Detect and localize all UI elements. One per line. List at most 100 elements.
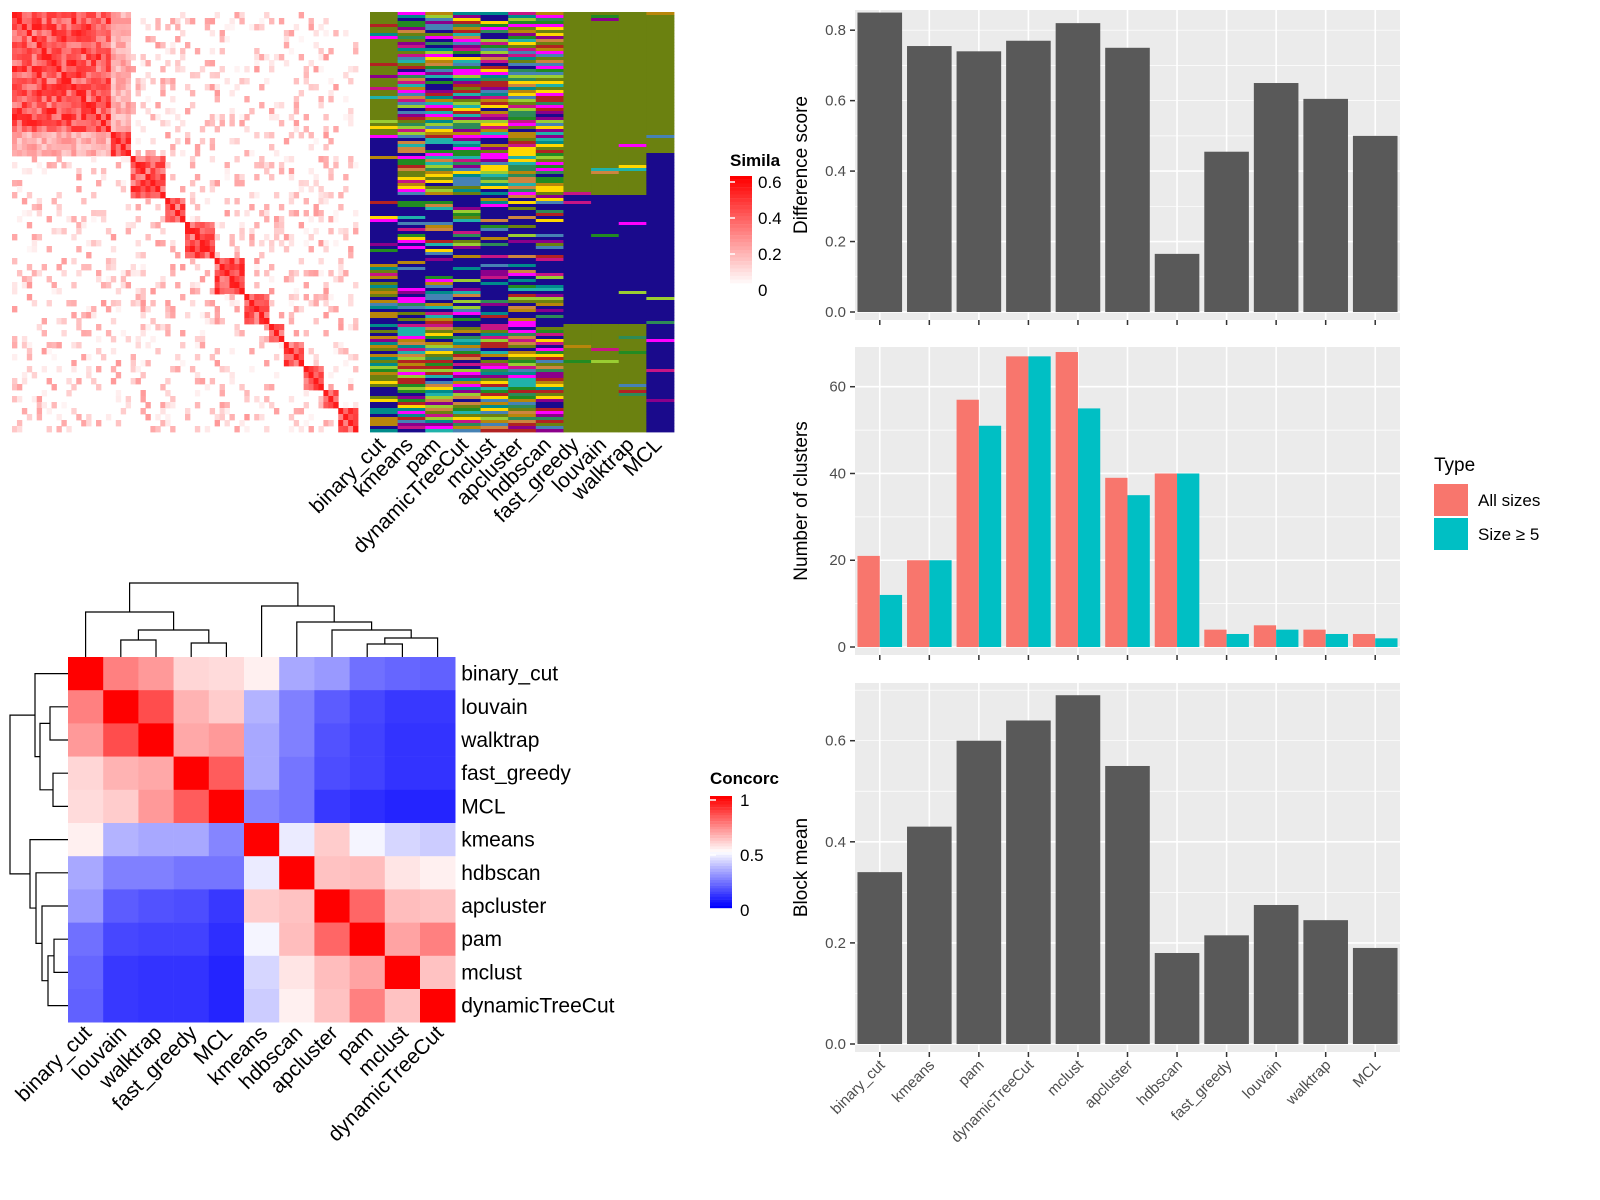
similarity-cell — [16, 420, 23, 427]
similarity-cell — [170, 312, 176, 319]
similarity-cell — [91, 192, 97, 199]
similarity-cell — [31, 144, 38, 151]
membership-cell — [508, 273, 537, 277]
similarity-cell — [219, 282, 225, 289]
membership-cell — [618, 357, 647, 361]
membership-cell — [452, 174, 481, 178]
similarity-cell — [16, 24, 23, 31]
membership-cell — [508, 297, 537, 301]
similarity-legend-swatch — [730, 209, 752, 214]
membership-cell — [646, 171, 675, 175]
similarity-cell — [76, 90, 82, 97]
membership-cell — [646, 252, 675, 256]
membership-cell — [618, 336, 647, 340]
membership-cell — [397, 168, 426, 172]
similarity-cell — [278, 120, 285, 127]
similarity-cell — [135, 192, 141, 199]
membership-cell — [591, 93, 620, 97]
membership-cell — [591, 378, 620, 382]
concordance-legend-swatch — [710, 885, 732, 889]
similarity-cell — [273, 372, 280, 379]
similarity-cell — [185, 18, 191, 25]
membership-cell — [508, 330, 537, 334]
similarity-cell — [150, 318, 156, 325]
similarity-cell — [293, 192, 300, 199]
similarity-cell — [140, 252, 146, 259]
bar-binary_cut-size-ge5 — [879, 594, 903, 647]
similarity-cell — [36, 270, 43, 277]
similarity-cell — [150, 192, 156, 199]
similarity-cell — [185, 312, 191, 319]
membership-cell — [370, 12, 399, 16]
membership-cell — [618, 168, 647, 172]
similarity-cell — [56, 96, 62, 103]
similarity-cell — [328, 402, 334, 409]
similarity-cell — [56, 102, 62, 109]
membership-cell — [425, 315, 454, 319]
similarity-cell — [46, 66, 52, 73]
similarity-cell — [91, 138, 97, 145]
similarity-cell — [115, 90, 122, 97]
similarity-cell — [81, 48, 87, 55]
membership-cell — [397, 102, 426, 106]
membership-cell — [370, 246, 399, 250]
membership-cell — [397, 243, 426, 247]
similarity-cell — [76, 48, 82, 55]
similarity-cell — [71, 60, 77, 67]
similarity-cell — [115, 180, 122, 187]
similarity-cell — [135, 168, 141, 175]
similarity-cell — [71, 18, 77, 25]
similarity-cell — [160, 408, 166, 415]
membership-cell — [425, 408, 454, 412]
membership-cell — [480, 378, 509, 382]
similarity-cell — [51, 198, 57, 205]
membership-cell — [618, 33, 647, 37]
similarity-cell — [56, 18, 62, 25]
similarity-cell — [180, 264, 186, 271]
similarity-cell — [328, 384, 334, 391]
membership-cell — [508, 327, 537, 331]
similarity-cell — [16, 138, 23, 145]
similarity-cell — [76, 324, 82, 331]
similarity-cell — [313, 138, 319, 145]
similarity-cell — [66, 60, 72, 67]
similarity-cell — [140, 174, 146, 181]
membership-cell — [563, 429, 592, 433]
membership-cell — [646, 300, 675, 304]
membership-cell — [370, 342, 399, 346]
similarity-cell — [81, 120, 87, 127]
similarity-cell — [234, 66, 240, 73]
similarity-cell — [86, 78, 92, 85]
membership-cell — [646, 69, 675, 73]
membership-cell — [480, 105, 509, 109]
concordance-legend-swatch — [710, 868, 732, 872]
similarity-cell — [26, 354, 33, 361]
membership-cell — [397, 81, 426, 85]
similarity-cell — [86, 126, 92, 133]
similarity-cell — [288, 210, 295, 217]
membership-cell — [480, 177, 509, 181]
membership-cell — [591, 312, 620, 316]
similarity-cell — [244, 396, 250, 403]
membership-cell — [508, 222, 537, 226]
membership-cell — [452, 411, 481, 415]
membership-cell — [535, 426, 564, 430]
similarity-cell — [170, 108, 176, 115]
similarity-cell — [12, 396, 18, 403]
similarity-cell — [219, 30, 225, 37]
membership-cell — [452, 120, 481, 124]
concordance-cell — [420, 989, 456, 1023]
similarity-cell — [125, 270, 132, 277]
similarity-cell — [76, 144, 82, 151]
membership-cell — [646, 306, 675, 310]
membership-cell — [646, 201, 675, 205]
membership-cell — [452, 195, 481, 199]
membership-cell — [425, 390, 454, 394]
similarity-cell — [229, 282, 235, 289]
similarity-cell — [105, 276, 112, 283]
similarity-cell — [323, 420, 329, 427]
membership-cell — [397, 396, 426, 400]
similarity-cell — [160, 42, 166, 49]
membership-cell — [618, 162, 647, 166]
similarity-cell — [209, 240, 216, 247]
